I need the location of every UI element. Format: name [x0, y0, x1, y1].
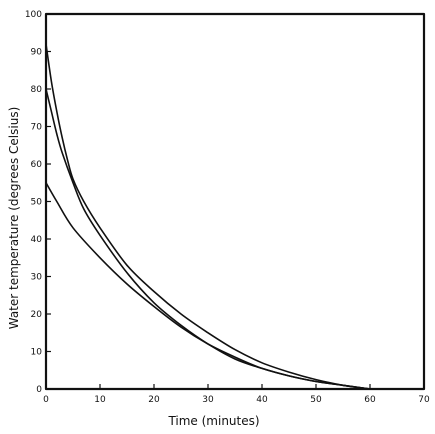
x-tick-label: 0 — [43, 395, 49, 405]
y-tick-label: 30 — [31, 273, 43, 283]
x-tick-label: 50 — [310, 395, 322, 405]
y-axis-title: Water temperature (degrees Celsius) — [7, 107, 21, 330]
y-tick-label: 10 — [31, 348, 43, 358]
y-tick-label: 60 — [31, 160, 43, 170]
y-tick-label: 50 — [31, 198, 43, 208]
y-tick-label: 70 — [31, 123, 43, 133]
y-tick-label: 90 — [31, 48, 43, 58]
x-tick-label: 60 — [364, 395, 376, 405]
x-tick-label: 70 — [418, 395, 430, 405]
y-tick-label: 20 — [31, 310, 43, 320]
x-tick-label: 20 — [148, 395, 160, 405]
x-axis-title: Time (minutes) — [167, 414, 259, 428]
y-tick-label: 40 — [31, 235, 43, 245]
series-line-1 — [45, 43, 371, 390]
x-tick-label: 30 — [202, 395, 214, 405]
y-tick-label: 0 — [36, 385, 42, 395]
series-layer — [45, 43, 371, 390]
x-tick-label: 10 — [94, 395, 106, 405]
x-tick-label: 40 — [256, 395, 268, 405]
plot-frame — [44, 12, 426, 391]
y-tick-label: 80 — [31, 85, 43, 95]
y-tick-label: 100 — [25, 10, 42, 20]
series-line-3 — [45, 181, 371, 390]
